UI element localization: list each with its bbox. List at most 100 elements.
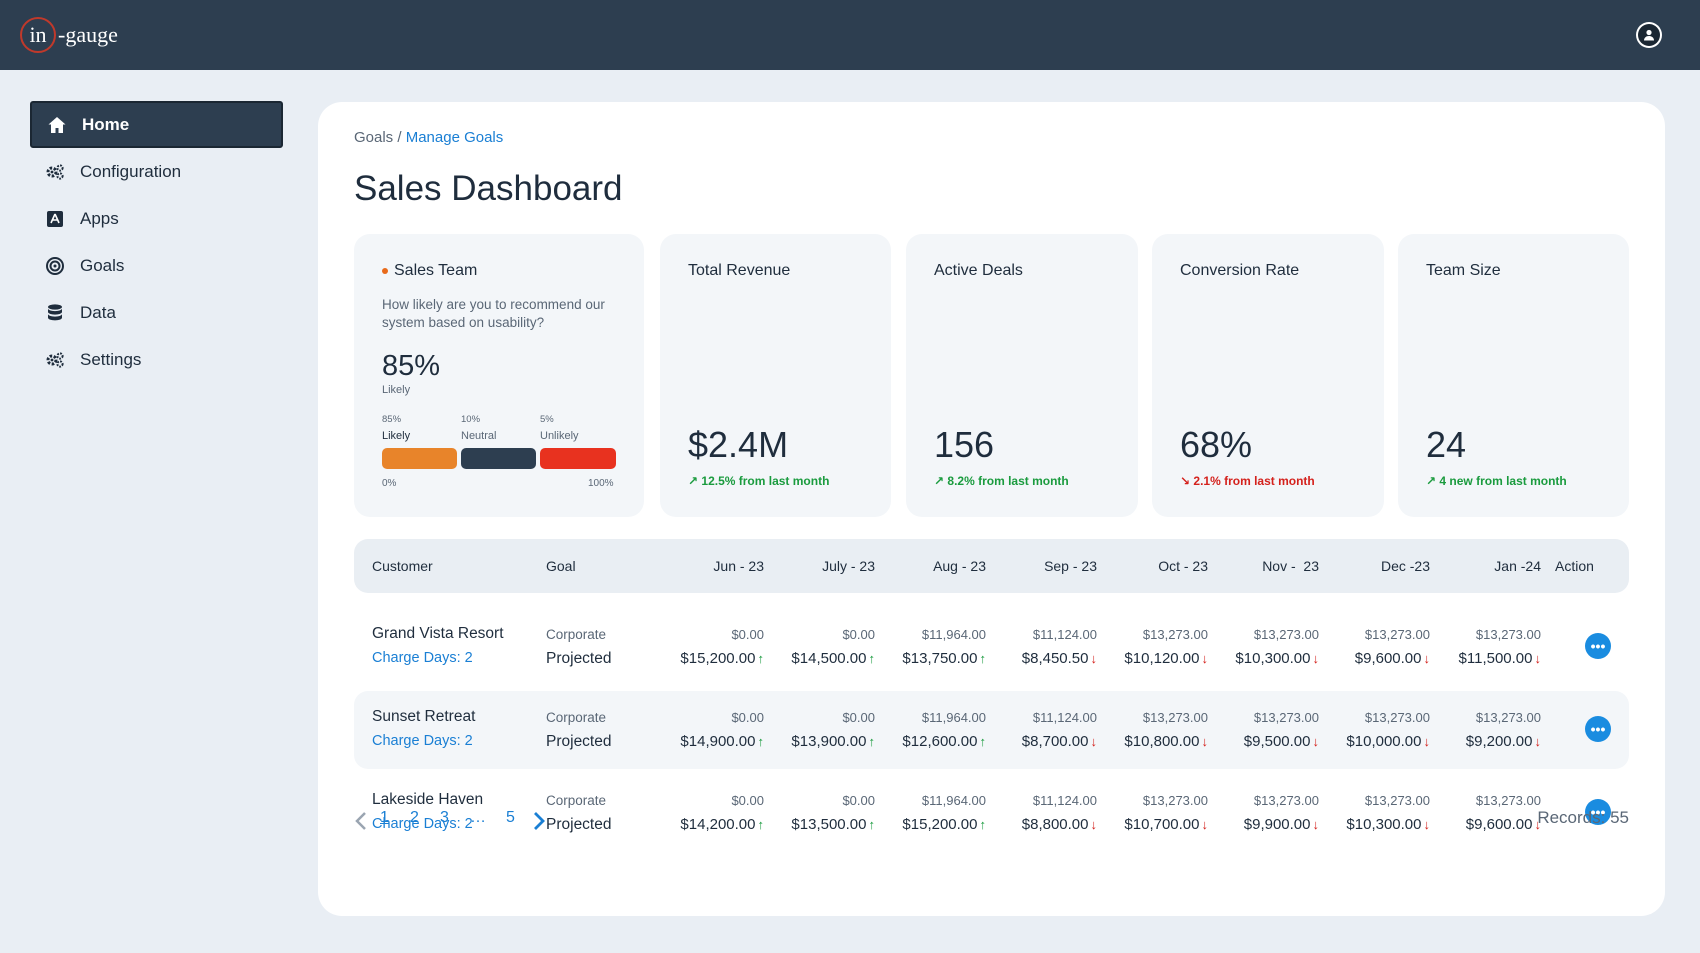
projected-value: $15,200.00 ↑ — [856, 816, 986, 833]
page-link[interactable]: 3 — [440, 809, 449, 826]
actual-value: $0.00 — [842, 793, 875, 808]
goal-label: Projected — [546, 650, 612, 667]
segment-percent: 85% — [382, 414, 402, 425]
arrow-down-icon: ↓ — [1201, 817, 1209, 832]
ellipsis-icon: ••• — [1590, 721, 1606, 737]
likely-percent-label: Likely — [382, 384, 411, 396]
column-header-customer[interactable]: Customer — [372, 558, 433, 574]
column-header-month[interactable]: Oct - 23 — [1158, 558, 1208, 574]
goal-type: Corporate — [546, 710, 607, 725]
charge-days-link[interactable]: Charge Days: 2 — [372, 650, 473, 666]
breadcrumb-current[interactable]: Manage Goals — [405, 129, 504, 146]
projected-value: $9,500.00 ↓ — [1189, 733, 1319, 750]
page-link[interactable]: 1 — [380, 809, 389, 826]
sidebar-item-data[interactable]: Data — [30, 289, 283, 336]
projected-value: $14,500.00 ↑ — [745, 650, 875, 667]
segment-bar-likely[interactable] — [382, 448, 457, 469]
arrow-down-icon: ↓ — [1534, 734, 1542, 749]
arrow-up-icon: ↑ — [979, 817, 987, 832]
projected-value: $14,200.00 ↑ — [634, 816, 764, 833]
sidebar-item-settings[interactable]: Settings — [30, 336, 283, 383]
segment-bar-neutral[interactable] — [461, 448, 536, 469]
stat-card-active-deals: Active Deals 156 ↗ 8.2% from last month — [906, 234, 1138, 517]
projected-value: $8,450.50 ↓ — [967, 650, 1097, 667]
charge-days-link[interactable]: Charge Days: 2 — [372, 733, 473, 749]
sidebar-item-configuration[interactable]: Configuration — [30, 148, 283, 195]
sidebar-item-label: Data — [80, 302, 116, 322]
projected-value: $13,900.00 ↑ — [745, 733, 875, 750]
column-header-month[interactable]: Jun - 23 — [713, 558, 764, 574]
projected-value: $9,200.00 ↓ — [1411, 733, 1541, 750]
arrow-up-icon: ↑ — [868, 734, 876, 749]
page-link[interactable]: 5 — [506, 809, 515, 826]
breadcrumb-root[interactable]: Goals — [354, 129, 394, 146]
stat-value: 24 — [1426, 424, 1467, 465]
projected-value: $10,800.00 ↓ — [1078, 733, 1208, 750]
trend-up-icon: ↗ — [688, 474, 702, 488]
table-row[interactable]: Lakeside Haven Charge Days: 2 Corporate Pro… — [354, 774, 1629, 852]
projected-amount: $9,600.00 — [1465, 816, 1533, 833]
projected-amount: $14,200.00 — [680, 816, 756, 833]
trend-down-icon: ↘ — [1180, 474, 1194, 488]
column-header-goal[interactable]: Goal — [546, 558, 576, 574]
column-header-month[interactable]: July - 23 — [822, 558, 875, 574]
arrow-up-icon: ↑ — [757, 817, 765, 832]
arrow-down-icon: ↓ — [1090, 817, 1098, 832]
arrow-down-icon: ↓ — [1423, 734, 1431, 749]
actual-value: $11,964.00 — [921, 710, 986, 725]
projected-value: $9,600.00 ↓ — [1300, 650, 1430, 667]
goal-label: Projected — [546, 816, 612, 833]
projected-value: $10,300.00 ↓ — [1300, 816, 1430, 833]
actual-value: $13,273.00 — [1475, 793, 1541, 808]
charge-days-link[interactable]: Charge Days: 2 — [372, 816, 473, 832]
column-header-month[interactable]: Aug - 23 — [933, 558, 986, 574]
sidebar-item-goals[interactable]: Goals — [30, 242, 283, 289]
stat-card-conversion-rate: Conversion Rate 68% ↘ 2.1% from last mon… — [1152, 234, 1384, 517]
column-header-month[interactable]: Jan -24 — [1494, 558, 1541, 574]
more-actions-button[interactable]: ••• — [1585, 633, 1611, 659]
projected-value: $13,500.00 ↑ — [745, 816, 875, 833]
column-header-month[interactable]: Dec -23 — [1380, 558, 1430, 574]
projected-amount: $13,750.00 — [902, 650, 978, 667]
projected-value: $9,600.00 ↓ — [1411, 816, 1541, 833]
page-ellipsis[interactable]: … — [470, 809, 486, 826]
page-link[interactable]: 2 — [410, 809, 419, 826]
column-header-month[interactable]: Nov - 23 — [1262, 558, 1319, 574]
arrow-down-icon: ↓ — [1201, 734, 1209, 749]
segment-bar-unlikely[interactable] — [540, 448, 616, 469]
sidebar-item-apps[interactable]: Apps — [30, 195, 283, 242]
app-logo[interactable]: in -gauge — [20, 14, 118, 56]
projected-amount: $10,000.00 — [1346, 733, 1422, 750]
projected-value: $15,200.00 ↑ — [634, 650, 764, 667]
projected-amount: $15,200.00 — [680, 650, 756, 667]
projected-value: $10,120.00 ↓ — [1078, 650, 1208, 667]
column-header-action: Action — [1555, 558, 1594, 574]
projected-amount: $10,120.00 — [1124, 650, 1200, 667]
actual-value: $13,273.00 — [1253, 793, 1319, 808]
user-account-button[interactable] — [1636, 22, 1662, 48]
more-actions-button[interactable]: ••• — [1585, 799, 1611, 825]
apps-icon — [44, 208, 66, 230]
stat-delta: ↗ 8.2% from last month — [934, 474, 1069, 488]
actual-value: $11,124.00 — [1032, 627, 1097, 642]
column-header-month[interactable]: Sep - 23 — [1044, 558, 1097, 574]
more-actions-button[interactable]: ••• — [1585, 716, 1611, 742]
stat-label: Active Deals — [934, 262, 1023, 279]
sidebar-item-label: Apps — [80, 208, 119, 228]
projected-value: $14,900.00 ↑ — [634, 733, 764, 750]
projected-amount: $10,300.00 — [1346, 816, 1422, 833]
gears-icon — [44, 161, 66, 183]
table-row[interactable]: Sunset Retreat Charge Days: 2 Corporate Pro… — [354, 691, 1629, 769]
chevron-right-icon[interactable] — [532, 811, 546, 831]
chevron-left-icon[interactable] — [354, 811, 368, 831]
projected-amount: $12,600.00 — [902, 733, 978, 750]
projected-amount: $9,200.00 — [1465, 733, 1533, 750]
table-row[interactable]: Grand Vista Resort Charge Days: 2 Corporat… — [354, 608, 1629, 686]
projected-amount: $15,200.00 — [902, 816, 978, 833]
sidebar-item-label: Settings — [80, 349, 142, 369]
actual-value: $13,273.00 — [1364, 710, 1430, 725]
target-icon — [44, 255, 66, 277]
arrow-down-icon: ↓ — [1423, 817, 1431, 832]
sidebar-item-home[interactable]: Home — [30, 101, 283, 148]
projected-value: $8,800.00 ↓ — [967, 816, 1097, 833]
